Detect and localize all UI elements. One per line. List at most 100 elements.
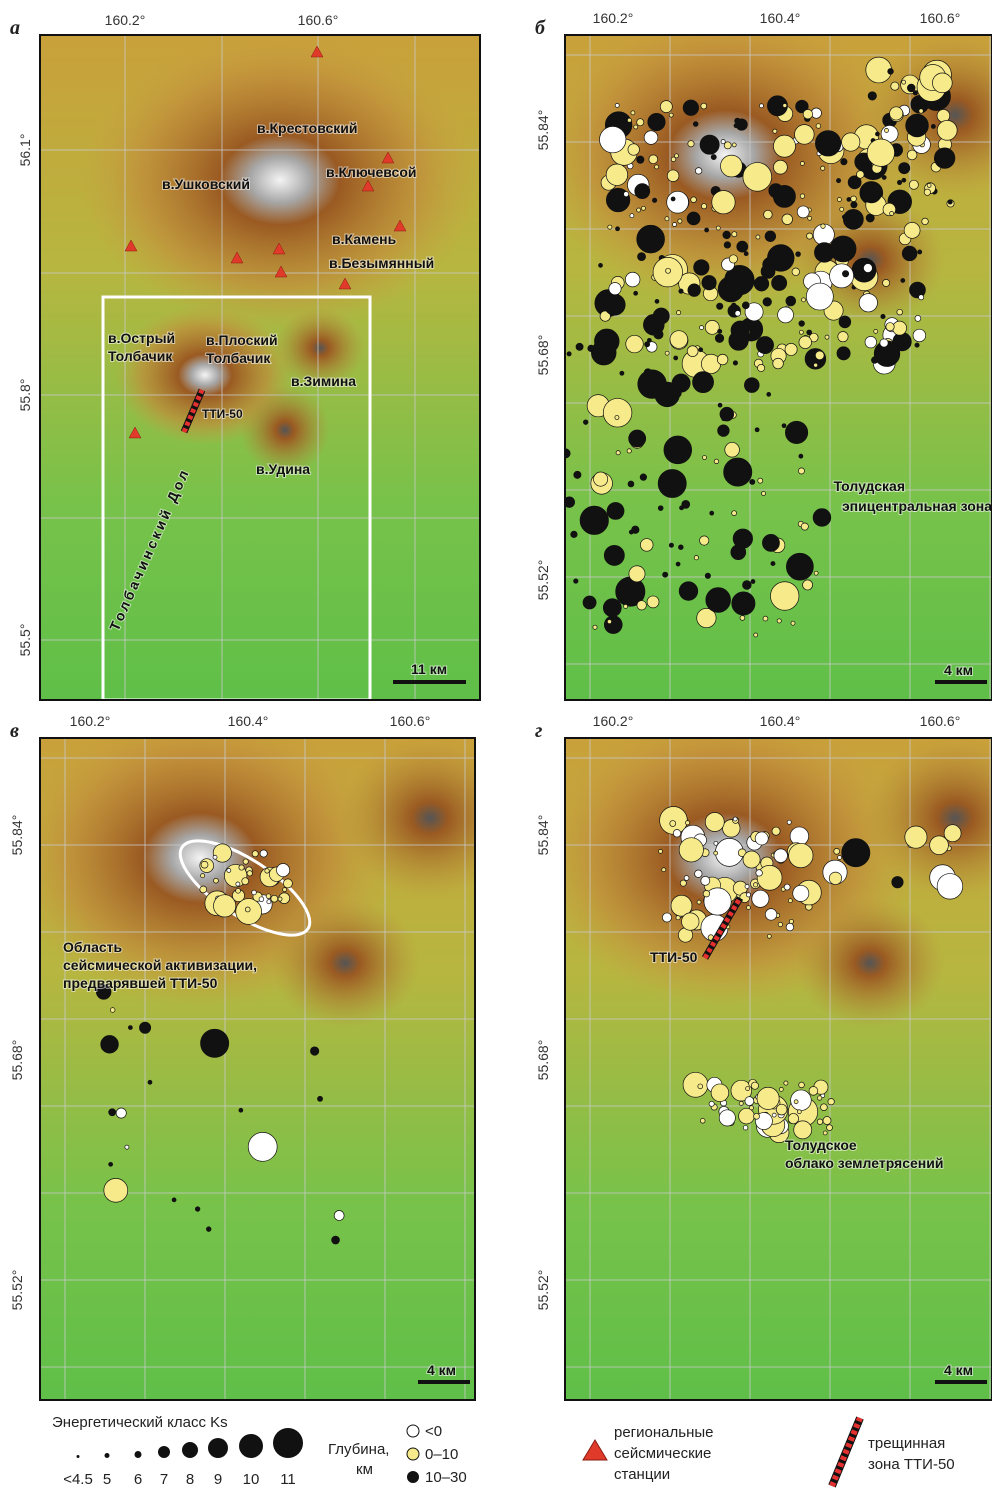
event-marker bbox=[944, 825, 961, 842]
event-marker bbox=[700, 326, 704, 330]
event-marker bbox=[705, 813, 724, 832]
event-marker bbox=[745, 1097, 754, 1106]
event-marker bbox=[930, 836, 949, 855]
event-marker bbox=[799, 454, 803, 458]
event-marker bbox=[712, 191, 735, 214]
event-marker bbox=[638, 253, 646, 261]
event-marker bbox=[902, 246, 917, 261]
event-marker bbox=[735, 311, 741, 317]
event-marker bbox=[695, 168, 702, 175]
event-marker bbox=[755, 428, 759, 432]
event-marker bbox=[718, 425, 730, 437]
size-label: 11 bbox=[280, 1471, 296, 1488]
event-marker bbox=[615, 227, 619, 231]
event-marker bbox=[839, 316, 851, 328]
terrain bbox=[340, 738, 520, 898]
size-swatch bbox=[239, 1434, 263, 1458]
event-marker bbox=[842, 271, 848, 277]
event-marker bbox=[638, 370, 667, 399]
event-marker bbox=[746, 906, 750, 910]
event-marker bbox=[915, 343, 919, 347]
event-marker bbox=[797, 1110, 801, 1114]
event-marker bbox=[594, 329, 619, 354]
event-marker bbox=[201, 861, 208, 868]
event-marker bbox=[772, 275, 787, 290]
event-marker bbox=[756, 235, 760, 239]
event-marker bbox=[924, 189, 930, 195]
event-marker bbox=[658, 469, 686, 497]
event-marker bbox=[242, 878, 249, 885]
event-marker bbox=[934, 148, 955, 169]
lat-label: 55.84° bbox=[535, 110, 551, 151]
event-marker bbox=[574, 471, 581, 478]
event-marker bbox=[897, 309, 903, 315]
event-marker bbox=[631, 437, 635, 441]
event-marker bbox=[606, 333, 616, 343]
event-marker bbox=[746, 1087, 750, 1091]
event-marker bbox=[902, 178, 906, 182]
event-marker bbox=[695, 870, 703, 878]
event-marker bbox=[624, 604, 628, 608]
event-marker bbox=[604, 294, 625, 315]
event-marker bbox=[687, 346, 698, 357]
event-marker bbox=[635, 184, 650, 199]
event-marker bbox=[890, 107, 903, 120]
event-marker bbox=[937, 120, 957, 140]
lat-label: 55.8° bbox=[17, 379, 33, 412]
event-marker bbox=[671, 197, 675, 201]
event-marker bbox=[791, 1090, 812, 1111]
lon-label: 160.4° bbox=[760, 10, 801, 26]
event-marker bbox=[604, 545, 624, 565]
event-marker bbox=[777, 619, 781, 623]
event-marker bbox=[667, 191, 689, 213]
event-marker bbox=[899, 163, 910, 174]
event-marker bbox=[904, 222, 920, 238]
event-marker bbox=[711, 154, 716, 159]
event-marker bbox=[200, 886, 207, 893]
event-marker bbox=[267, 900, 271, 904]
event-marker bbox=[616, 451, 620, 455]
lon-label: 160.4° bbox=[760, 713, 801, 729]
event-marker bbox=[735, 118, 741, 124]
event-marker bbox=[758, 478, 763, 483]
event-marker bbox=[893, 321, 907, 335]
event-marker bbox=[637, 225, 665, 253]
event-marker bbox=[691, 197, 697, 203]
event-marker bbox=[784, 884, 790, 890]
event-marker bbox=[732, 143, 736, 147]
event-marker bbox=[915, 315, 921, 321]
event-marker bbox=[195, 1207, 200, 1212]
event-marker bbox=[698, 1084, 703, 1089]
event-marker bbox=[664, 436, 692, 464]
event-marker bbox=[574, 579, 579, 584]
event-marker bbox=[245, 907, 250, 912]
event-marker bbox=[732, 511, 737, 516]
event-marker bbox=[817, 1096, 821, 1100]
event-marker bbox=[874, 329, 878, 333]
terrain bbox=[80, 30, 480, 330]
event-marker bbox=[750, 479, 755, 484]
event-marker bbox=[815, 131, 840, 156]
event-marker bbox=[662, 913, 671, 922]
size-label: 6 bbox=[134, 1471, 142, 1488]
volcano-label: в.Ключевсой bbox=[326, 164, 416, 180]
event-marker bbox=[913, 329, 926, 342]
event-marker bbox=[802, 298, 806, 302]
event-marker bbox=[905, 826, 927, 848]
lon-label: 160.6° bbox=[920, 713, 961, 729]
event-marker bbox=[813, 509, 831, 527]
legend-title: Глубина, bbox=[328, 1441, 389, 1458]
lon-label: 160.2° bbox=[70, 713, 111, 729]
event-marker bbox=[694, 556, 698, 560]
event-marker bbox=[714, 851, 718, 855]
event-marker bbox=[630, 214, 634, 218]
event-marker bbox=[717, 303, 723, 309]
event-marker bbox=[817, 1119, 823, 1125]
event-marker bbox=[332, 1236, 340, 1244]
event-marker bbox=[247, 871, 252, 876]
event-marker bbox=[593, 625, 597, 629]
event-marker bbox=[847, 197, 851, 201]
event-marker bbox=[702, 456, 706, 460]
lon-label: 160.4° bbox=[228, 713, 269, 729]
